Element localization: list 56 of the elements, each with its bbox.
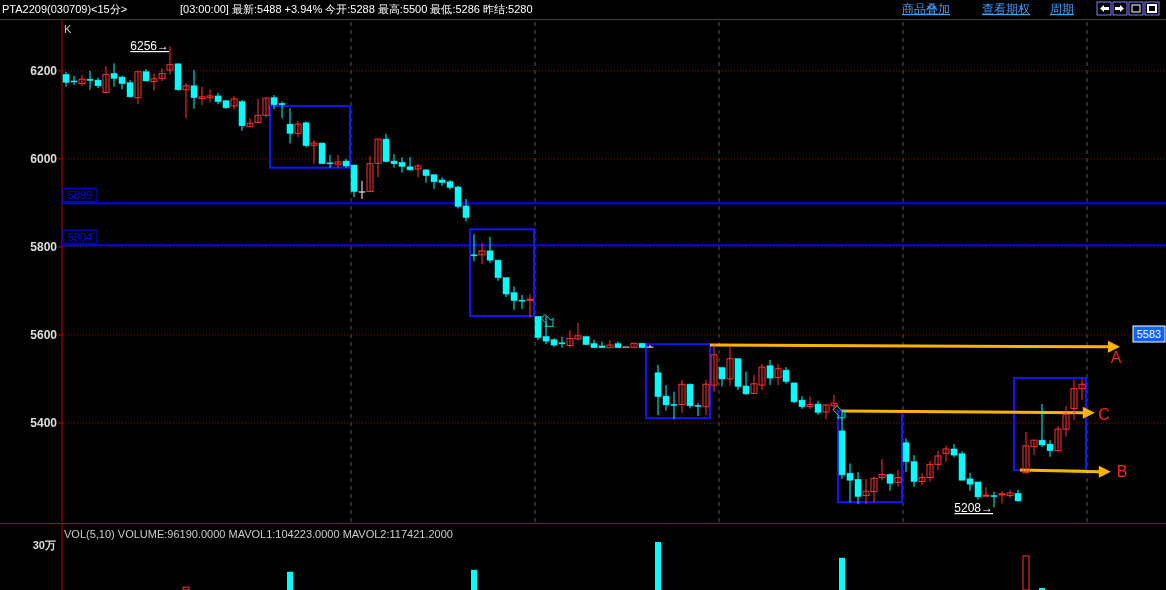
text: B: [1116, 463, 1128, 480]
candlestick: [182, 82, 190, 119]
annotation: 6256→: [130, 39, 169, 53]
bar: [287, 571, 293, 590]
candlestick: [78, 74, 86, 87]
candlestick: [630, 342, 638, 348]
bar: [471, 569, 477, 590]
candlestick: [302, 120, 310, 148]
text: A: [1110, 349, 1122, 366]
ref-line-label: 5899: [67, 188, 93, 201]
candlestick: [134, 71, 142, 105]
candlestick: [718, 367, 726, 387]
candlestick: [310, 139, 318, 165]
text: 5583: [1136, 328, 1162, 340]
candlestick: [774, 363, 782, 386]
candlestick: [726, 345, 734, 387]
text: 周期: [1050, 2, 1074, 16]
y-tick-label: 6000: [30, 151, 58, 166]
candlestick: [294, 120, 302, 138]
candlestick: [102, 65, 110, 93]
annotation: 5208→: [954, 501, 993, 515]
candlestick: [470, 233, 478, 262]
bar: [1022, 555, 1030, 590]
candlestick: [190, 69, 198, 110]
y-tick-label: 5800: [30, 239, 58, 254]
y-tick-label: 5600: [30, 327, 58, 342]
bar: [839, 557, 845, 590]
candlestick: [982, 486, 990, 498]
candlestick: [286, 107, 294, 144]
bar: [182, 586, 190, 590]
candlestick: [942, 445, 950, 463]
chart-subtitle: [03:00:00] 最新:5488 +3.94% 今开:5288 最高:5500 最低:5286 昨结:5280: [180, 3, 533, 15]
candlestick: [894, 469, 902, 488]
text: 商品叠加: [902, 2, 950, 16]
text: 查看期权: [982, 2, 1030, 16]
candlestick: [606, 339, 614, 349]
candlestick: [526, 293, 534, 319]
text: 30万: [32, 539, 56, 551]
chart-title: PTA2209(030709)<15分>: [2, 3, 128, 15]
candlestick: [230, 95, 238, 111]
text: C: [1098, 406, 1110, 423]
candlestick: [246, 117, 254, 128]
candlestick: [478, 242, 486, 265]
y-tick-label: 6200: [30, 63, 58, 78]
y-tick-label: 5400: [30, 415, 58, 430]
bar: [655, 542, 661, 590]
candlestick: [334, 154, 342, 169]
candlestick: [678, 379, 686, 414]
candlestick: [414, 163, 422, 178]
candlestick: [878, 458, 886, 481]
annotation: K: [64, 23, 72, 35]
candlestick: [806, 396, 814, 410]
ref-line-label: 5804: [67, 230, 93, 243]
chart-title: VOL(5,10) VOLUME:96190.0000 MAVOL1:104223.0000 MAVOL2:117421.2000: [64, 528, 453, 540]
candlestick: [766, 359, 774, 386]
candlestick: [358, 180, 366, 200]
